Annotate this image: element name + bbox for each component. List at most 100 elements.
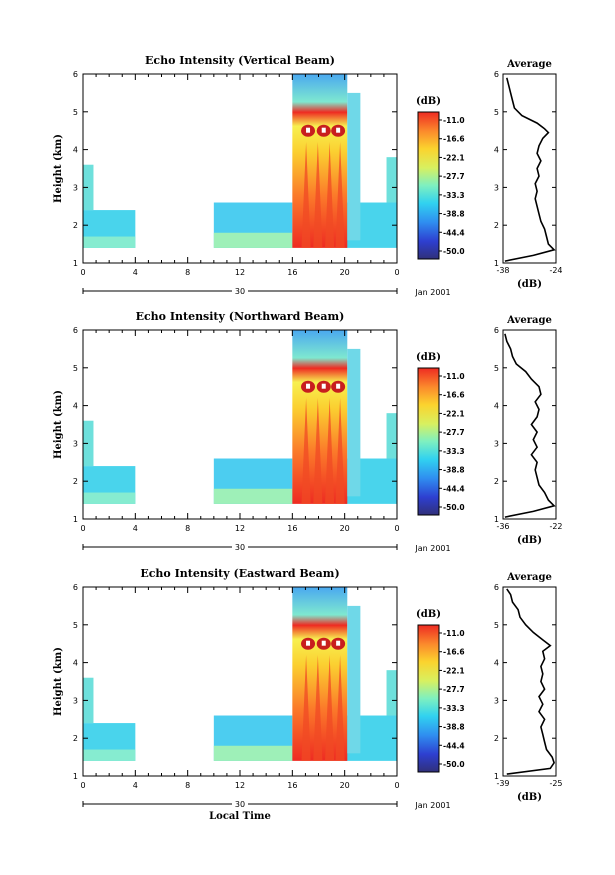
colorbar-tick-label: -44.4: [443, 484, 465, 493]
echo-column-early: [83, 164, 94, 211]
colorbar-tick-label: -11.0: [443, 629, 465, 638]
storm-streak: [301, 142, 311, 248]
x-tick-label: 12: [235, 524, 245, 533]
y-axis-label: Height (km): [53, 134, 64, 203]
profile-y-tick-label: 3: [494, 696, 499, 705]
x-tick-label: 0: [80, 781, 85, 790]
echo-block-early-low: [83, 749, 136, 761]
profile-x-label: (dB): [517, 279, 542, 290]
colorbar-tick-label: -11.0: [443, 116, 465, 125]
profile-y-tick-label: 2: [494, 221, 499, 230]
x-tick-label: 0: [80, 268, 85, 277]
profile-x-tick-label: -22: [549, 522, 562, 531]
profile-y-tick-label: 6: [494, 326, 499, 335]
profile-line: [504, 333, 556, 518]
date-day-label: 30: [235, 543, 245, 552]
bright-band-gap: [306, 383, 311, 389]
x-tick-label: 12: [235, 268, 245, 277]
echo-block-mid-low: [213, 745, 293, 761]
x-tick-label: 0: [394, 781, 399, 790]
colorbar-unit: (dB): [416, 96, 441, 107]
x-axis-label: Local Time: [209, 811, 271, 822]
profile-line: [506, 588, 555, 775]
storm-trailing: [347, 92, 361, 241]
profile-y-tick-label: 1: [494, 515, 499, 524]
x-tick-label: 0: [394, 524, 399, 533]
colorbar-tick-label: -22.1: [443, 409, 465, 418]
storm-streak: [325, 142, 335, 248]
colorbar-tick-label: -38.8: [443, 210, 465, 219]
y-tick-label: 6: [73, 326, 78, 335]
storm-trailing: [347, 605, 361, 754]
profile-frame: [502, 586, 557, 777]
date-label: Jan 2001: [414, 544, 450, 553]
bright-band-gap: [306, 640, 311, 646]
profile-title: Average: [506, 315, 552, 326]
colorbar-tick-label: -50.0: [443, 503, 465, 512]
colorbar: [417, 624, 440, 773]
date-day-bg: [232, 798, 248, 808]
colorbar-tick-label: -44.4: [443, 228, 465, 237]
bright-band-gap: [321, 640, 326, 646]
colorbar-tick-label: -33.3: [443, 704, 465, 713]
storm-streak: [313, 655, 323, 761]
colorbar-tick-label: -16.6: [443, 391, 465, 400]
chart-panel-2: Echo Intensity (Northward Beam)123456Hei…: [53, 310, 563, 553]
y-tick-label: 6: [73, 70, 78, 79]
y-tick-label: 4: [73, 402, 78, 411]
date-day-bg: [232, 541, 248, 551]
y-tick-label: 3: [73, 696, 78, 705]
x-tick-label: 4: [133, 268, 138, 277]
profile-x-label: (dB): [517, 535, 542, 546]
colorbar-tick-label: -44.4: [443, 741, 465, 750]
colorbar-tick-label: -38.8: [443, 723, 465, 732]
x-tick-label: 12: [235, 781, 245, 790]
y-tick-label: 1: [73, 259, 78, 268]
x-tick-label: 0: [80, 524, 85, 533]
y-tick-label: 5: [73, 621, 78, 630]
chart-panel-3: Echo Intensity (Eastward Beam) 12 3 4 5 6 Heig…: [53, 567, 563, 822]
profile-y-tick-label: 6: [494, 583, 499, 592]
heatmap-field: [83, 587, 397, 761]
profile-y-tick-label: 3: [494, 439, 499, 448]
bright-band-gap: [336, 383, 341, 389]
y-tick-label: 2: [73, 477, 78, 486]
echo-column-late: [386, 157, 397, 203]
colorbar-tick-label: -50.0: [443, 760, 465, 769]
colorbar: [417, 111, 440, 260]
x-tick-label: 16: [287, 268, 297, 277]
x-tick-label: 20: [340, 524, 350, 533]
profile-title: Average: [506, 572, 552, 583]
profile-title: Average: [506, 59, 552, 70]
bright-band-gap: [306, 127, 311, 133]
y-tick-label: 5: [73, 364, 78, 373]
profile-x-tick-label: -24: [549, 266, 562, 275]
echo-block-mid-low: [213, 488, 293, 504]
profile-line: [504, 77, 556, 262]
bright-band-gap: [336, 640, 341, 646]
colorbar: [417, 367, 440, 516]
colorbar-unit: (dB): [416, 609, 441, 620]
profile-y-tick-label: 2: [494, 734, 499, 743]
storm-streak: [301, 655, 311, 761]
y-axis-label: Height (km): [53, 647, 64, 716]
storm-streak: [325, 398, 335, 504]
storm-streak: [313, 398, 323, 504]
colorbar-tick-label: -16.6: [443, 135, 465, 144]
chart-title: Echo Intensity (Eastward Beam): [140, 567, 339, 580]
echo-column-early: [83, 677, 94, 724]
colorbar-tick-label: -22.1: [443, 153, 465, 162]
x-tick-label: 16: [287, 524, 297, 533]
colorbar-unit: (dB): [416, 352, 441, 363]
echo-column-late: [386, 670, 397, 716]
date-day-label: 30: [235, 800, 245, 809]
x-tick-label: 16: [287, 781, 297, 790]
profile-y-tick-label: 2: [494, 477, 499, 486]
y-tick-label: 4: [73, 659, 78, 668]
bright-band-gap: [321, 127, 326, 133]
storm-streak: [335, 655, 345, 761]
echo-block-early-low: [83, 236, 136, 248]
profile-y-tick-label: 3: [494, 183, 499, 192]
x-tick-label: 0: [394, 268, 399, 277]
profile-y-tick-label: 4: [494, 659, 499, 668]
